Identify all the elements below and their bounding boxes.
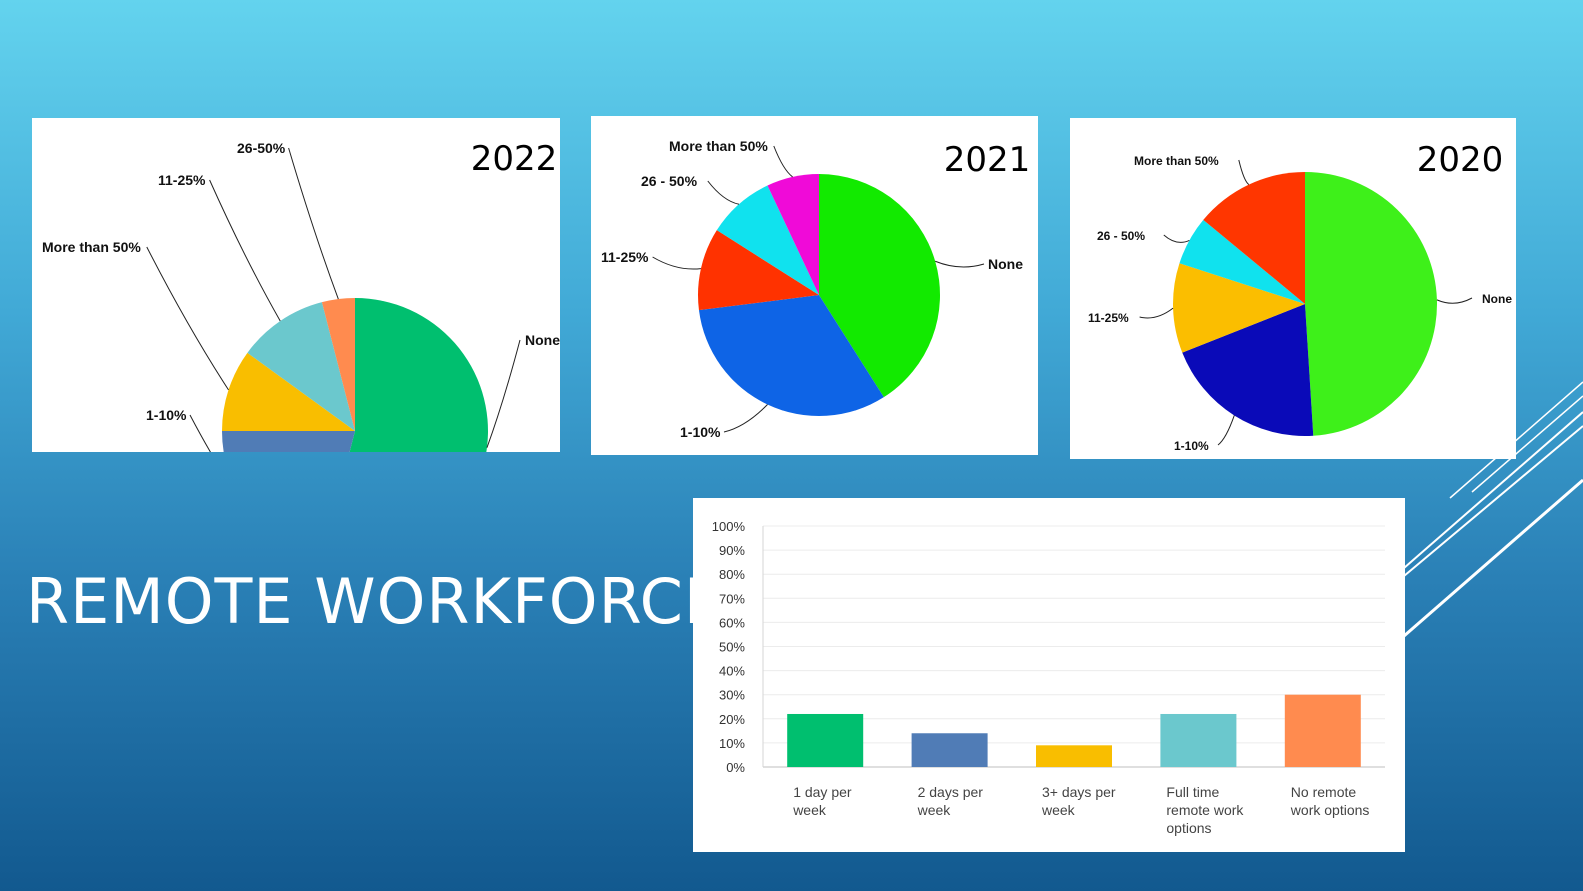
- leader-line-more-than-50: [146, 246, 229, 391]
- pie-label-1-10: 1-10%: [146, 407, 187, 423]
- x-tick-label-2-days-per-week: 2 days per week: [917, 784, 984, 818]
- bar-no-remote-work-options: [1284, 694, 1361, 767]
- pie-title-2021: 2021: [944, 140, 1031, 180]
- pie-label-more-than-50: More than 50%: [1134, 154, 1219, 168]
- bar-3-days-per-week: [1036, 745, 1112, 767]
- bar-full-time-remote-work-options: [1160, 713, 1237, 767]
- pie-slice-26-50: [321, 298, 355, 431]
- y-tick-label: 70%: [719, 591, 745, 606]
- remote-days-bar-chart: 0% 10% 20% 30% 40% 50% 60% 70% 80% 90% 100% 1 day p…: [712, 519, 1385, 836]
- pie-slice-more-than-50: [1203, 172, 1305, 304]
- y-tick-label: 90%: [719, 543, 745, 558]
- pie-label-11-25: 11-25%: [158, 172, 206, 188]
- pie-label-26-50: 26-50%: [237, 140, 286, 156]
- y-tick-label: 30%: [719, 688, 745, 703]
- pie-label-11-25: 11-25%: [601, 249, 649, 265]
- pie-slice-26-50: [716, 185, 819, 295]
- y-tick-label: 10%: [719, 736, 745, 751]
- bar-2-days-per-week: [911, 733, 988, 767]
- pie-label-none: None: [988, 256, 1023, 272]
- bar-chart-panel: 0% 10% 20% 30% 40% 50% 60% 70% 80% 90% 100% 1 day p…: [693, 498, 1405, 852]
- pie-label-1-10: 1-10%: [680, 424, 721, 440]
- leader-line-11-25: [209, 179, 281, 322]
- pie-label-none: None: [525, 332, 560, 348]
- pie-slice-11-25: [247, 302, 355, 431]
- y-tick-label: 100%: [712, 519, 746, 534]
- leader-line-26-50: [288, 147, 339, 300]
- leader-line-none: [935, 260, 985, 268]
- leader-line-1-10: [189, 414, 211, 452]
- y-tick-label: 60%: [719, 615, 745, 630]
- leader-line-26-50: [707, 180, 740, 205]
- bar-1-day-per-week: [787, 713, 864, 767]
- pie-label-11-25: 11-25%: [1088, 311, 1129, 325]
- leader-line-none: [1436, 297, 1473, 304]
- y-tick-label: 40%: [719, 664, 745, 679]
- leader-line-11-25: [1139, 307, 1174, 319]
- y-tick-label: 80%: [719, 567, 745, 582]
- y-tick-label: 20%: [719, 712, 745, 727]
- leader-line-1-10: [723, 404, 768, 433]
- leader-line-more-than-50: [773, 145, 793, 178]
- pie-label-1-10: 1-10%: [1174, 439, 1209, 453]
- leader-line-26-50: [1163, 234, 1190, 243]
- pie-slice-none: [349, 298, 488, 452]
- y-tick-label: 0%: [726, 760, 745, 775]
- decorative-diagonal-lines: [1403, 381, 1583, 638]
- x-tick-label-1-day-per-week: 1 day per week: [792, 784, 852, 818]
- pie-chart-2020-panel: None 1-10% 11-25% 26 - 50% More than 50% 2020: [1070, 118, 1516, 459]
- pie-slice-11-25: [1173, 263, 1305, 353]
- x-tick-label-no-remote-work-options: No remote work options: [1290, 784, 1370, 818]
- slide-title: REMOTE WORKFORCE: [26, 565, 725, 638]
- pie-slice-none: [819, 174, 940, 398]
- pie-slice-11-25: [698, 230, 819, 311]
- pie-title-2022: 2022: [471, 139, 558, 179]
- pie-label-26-50: 26 - 50%: [641, 173, 698, 189]
- pie-slice-more-than-50: [222, 352, 355, 431]
- x-tick-label-full-time-remote-work-options: Full time remote work options: [1166, 784, 1244, 836]
- x-tick-label-3-days-per-week: 3+ days per week: [1041, 784, 1116, 818]
- pie-chart-2020: None 1-10% 11-25% 26 - 50% More than 50% 2020: [1088, 140, 1512, 453]
- leader-line-none: [486, 339, 521, 448]
- leader-line-more-than-50: [1238, 159, 1250, 185]
- pie-label-none: None: [1482, 292, 1512, 306]
- pie-chart-2021: None 1-10% 11-25% 26 - 50% More than 50% 2021: [601, 138, 1031, 440]
- pie-chart-2021-panel: None 1-10% 11-25% 26 - 50% More than 50% 2021: [591, 116, 1038, 455]
- leader-line-1-10: [1217, 415, 1235, 446]
- pie-title-2020: 2020: [1417, 140, 1504, 180]
- pie-slice-26-50: [1179, 219, 1305, 304]
- pie-label-more-than-50: More than 50%: [669, 138, 768, 154]
- pie-label-more-than-50: More than 50%: [42, 239, 141, 255]
- pie-label-26-50: 26 - 50%: [1097, 229, 1145, 243]
- pie-chart-2022-panel: None 1-10% More than 50% 11-25% 26-50% 2022: [32, 118, 560, 452]
- y-tick-label: 50%: [719, 640, 745, 655]
- pie-slice-1-10: [698, 295, 884, 416]
- leader-line-11-25: [652, 256, 701, 270]
- pie-slice-1-10: [1182, 304, 1314, 436]
- pie-slice-1-10: [222, 431, 355, 452]
- pie-slice-none: [1305, 172, 1438, 436]
- pie-chart-2022: None 1-10% More than 50% 11-25% 26-50% 2022: [42, 139, 560, 452]
- pie-slice-more-than-50: [767, 174, 819, 295]
